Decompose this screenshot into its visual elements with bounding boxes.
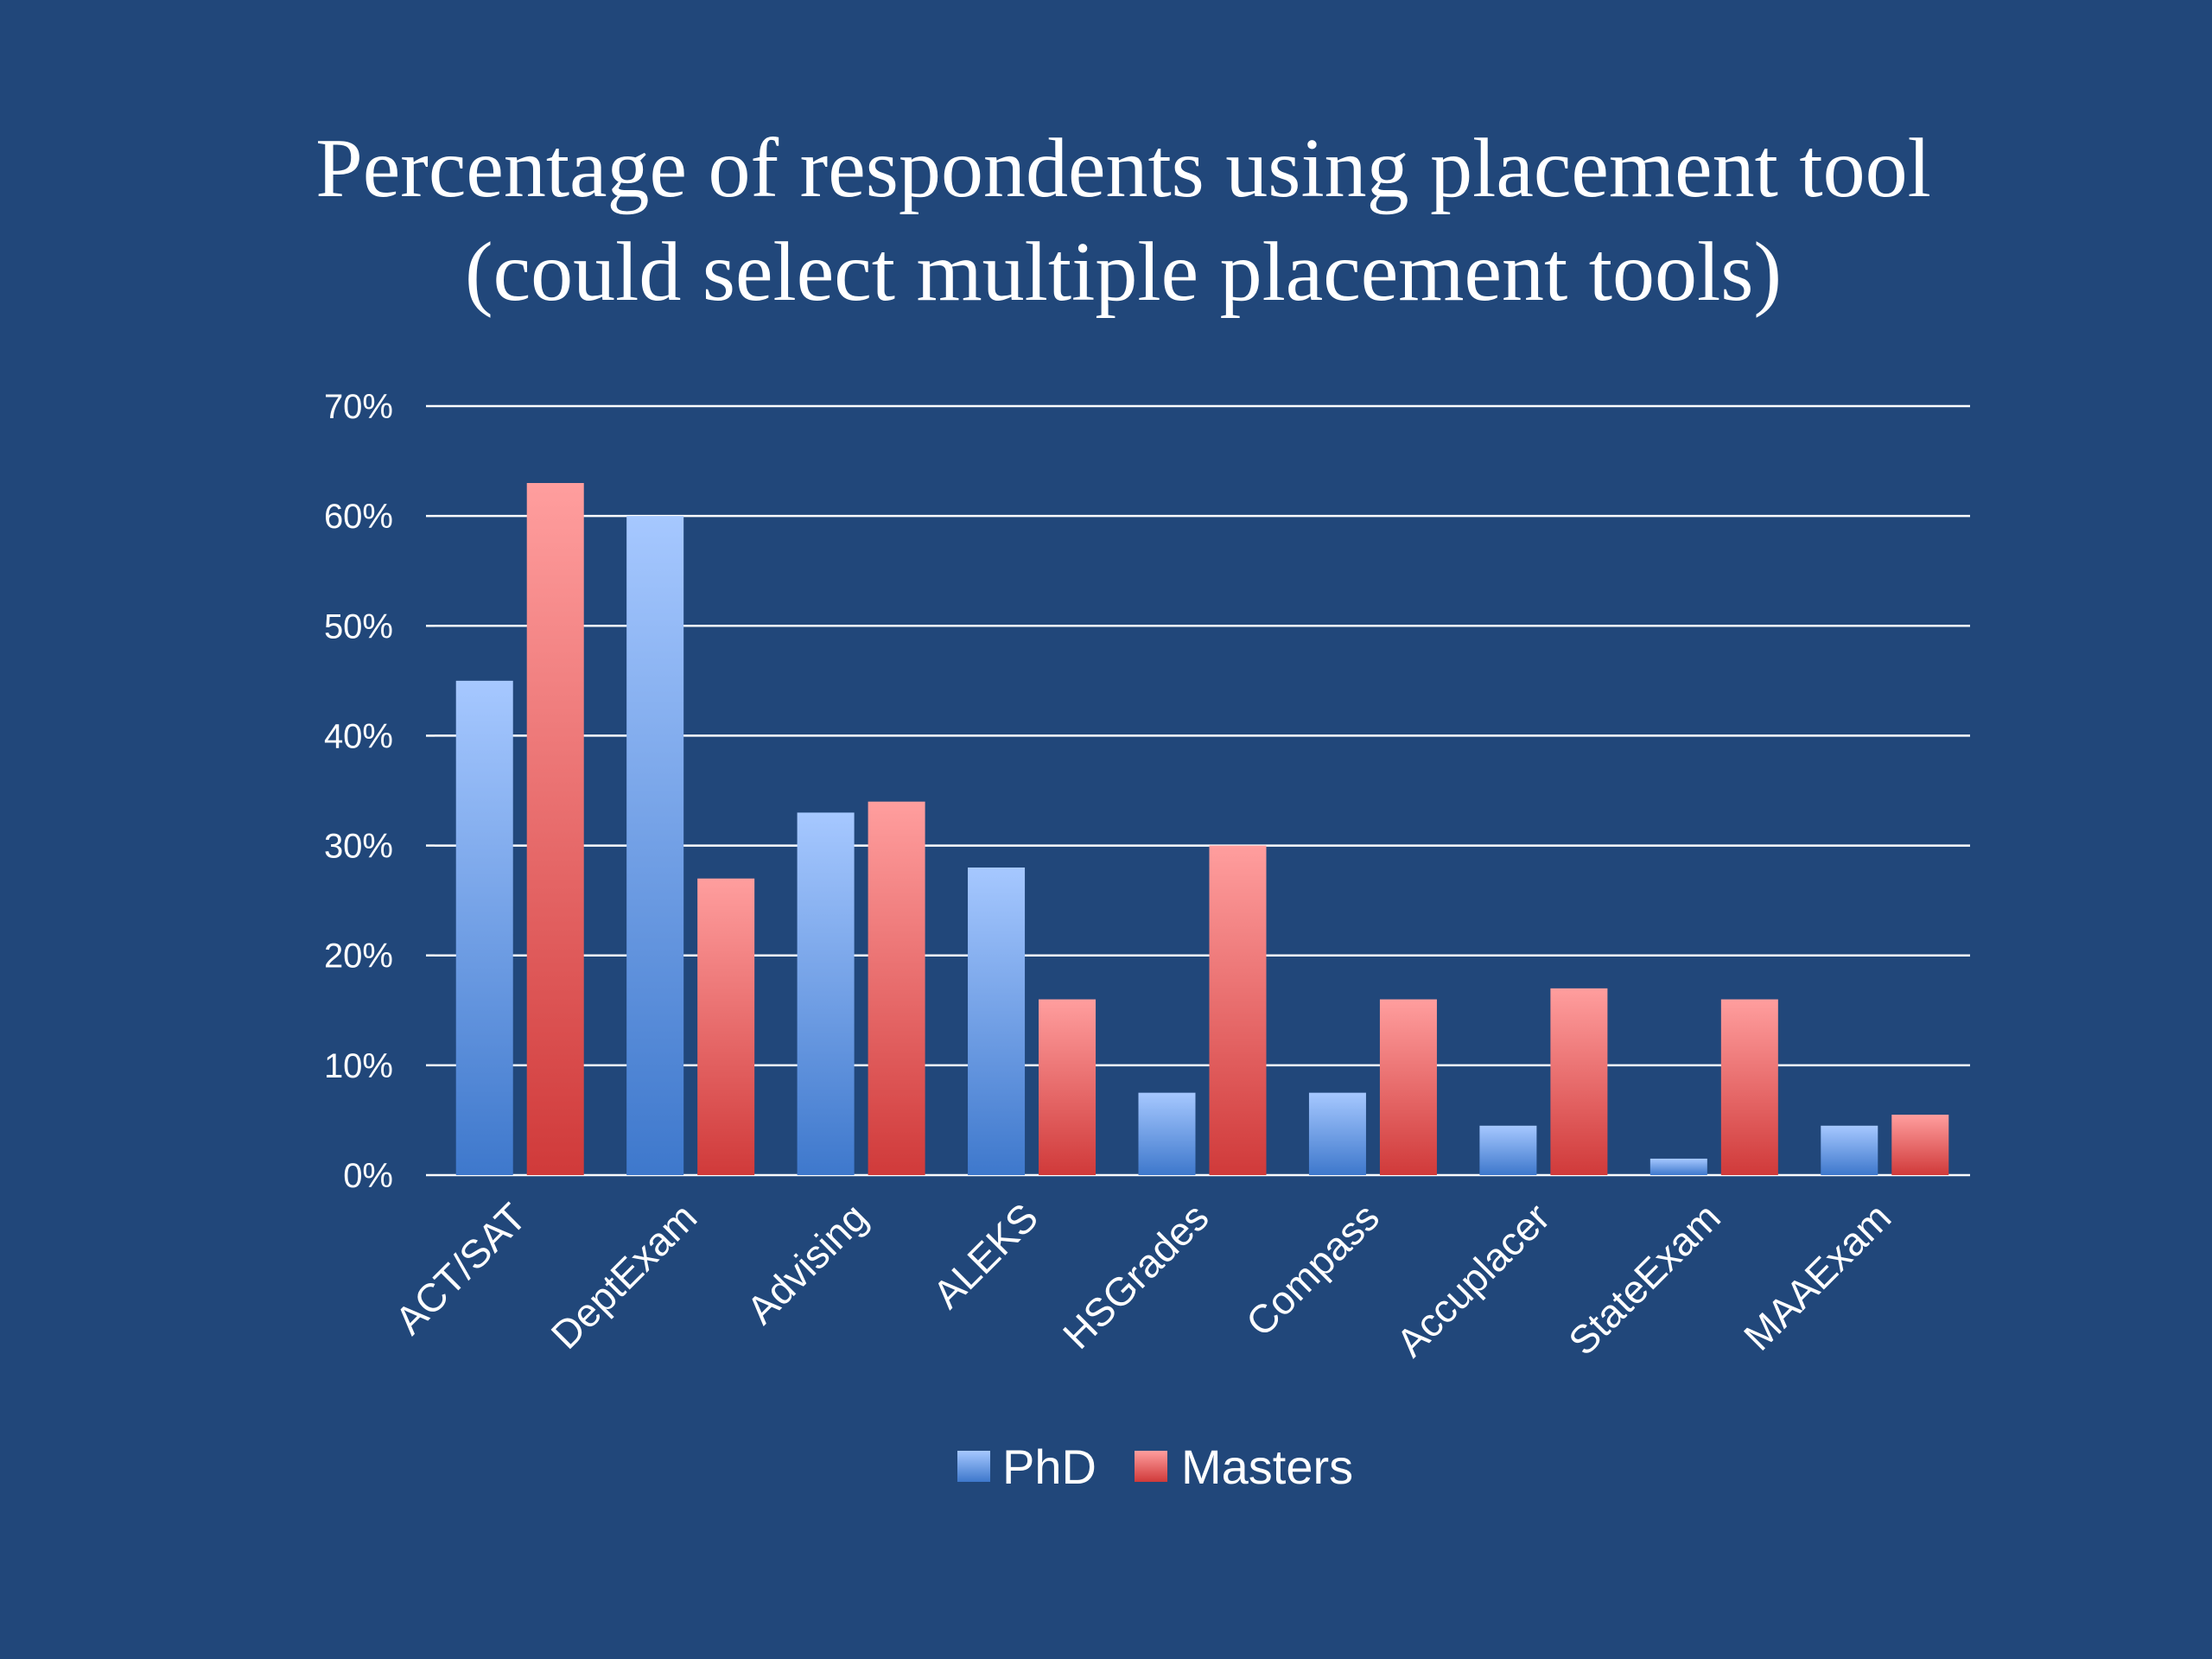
bar-phd-compass bbox=[1308, 1092, 1366, 1175]
bar-phd-advising bbox=[797, 812, 855, 1175]
legend-swatch-masters bbox=[1135, 1451, 1167, 1482]
bar-masters-maaexam bbox=[1891, 1115, 1949, 1175]
y-tick-label: 60% bbox=[324, 498, 393, 536]
bar-phd-accuplacer bbox=[1479, 1125, 1537, 1175]
y-tick-label: 10% bbox=[324, 1047, 393, 1085]
bar-phd-aleks bbox=[968, 868, 1026, 1175]
x-category-label: Advising bbox=[738, 1194, 876, 1332]
x-category-label: Compass bbox=[1237, 1194, 1388, 1344]
bar-masters-aleks bbox=[1039, 999, 1096, 1175]
y-tick-label: 30% bbox=[324, 828, 393, 866]
bar-phd-actsat bbox=[455, 680, 513, 1175]
chart-title: Percentage of respondents using placemen… bbox=[0, 117, 2212, 324]
bar-phd-maaexam bbox=[1821, 1125, 1878, 1175]
gridlines bbox=[426, 404, 1970, 1177]
bars bbox=[455, 483, 1949, 1175]
x-axis-category-labels: ACT/SAT DeptExam Advising ALEKS HSGrades Comp… bbox=[386, 1194, 1899, 1365]
x-category-label: StateExam bbox=[1560, 1194, 1729, 1363]
y-tick-label: 20% bbox=[324, 938, 393, 976]
legend-label-masters: Masters bbox=[1181, 1440, 1353, 1494]
chart-title-line-1: Percentage of respondents using placemen… bbox=[315, 122, 1931, 215]
x-category-label: ALEKS bbox=[924, 1194, 1046, 1317]
bar-masters-compass bbox=[1379, 999, 1437, 1175]
bar-phd-deptexam bbox=[626, 516, 684, 1175]
bar-phd-hsgrades bbox=[1138, 1092, 1196, 1175]
chart-title-line-2: (could select multiple placement tools) bbox=[465, 226, 1782, 319]
x-category-label: DeptExam bbox=[543, 1194, 706, 1357]
y-axis-tick-labels: 0% 10% 20% 30% 40% 50% 60% 70% bbox=[324, 388, 393, 1195]
bar-phd-stateexam bbox=[1649, 1158, 1707, 1175]
y-tick-label: 50% bbox=[324, 607, 393, 645]
bar-masters-advising bbox=[868, 801, 925, 1175]
bar-masters-stateexam bbox=[1720, 999, 1778, 1175]
x-category-label: HSGrades bbox=[1054, 1194, 1217, 1357]
y-tick-label: 40% bbox=[324, 717, 393, 755]
bar-masters-accuplacer bbox=[1550, 988, 1608, 1175]
x-category-label: ACT/SAT bbox=[386, 1194, 535, 1343]
y-tick-label: 70% bbox=[324, 388, 393, 426]
bar-masters-actsat bbox=[526, 483, 584, 1175]
bar-masters-hsgrades bbox=[1209, 845, 1267, 1175]
legend-swatch-phd bbox=[957, 1451, 990, 1482]
legend-label-phd: PhD bbox=[1002, 1440, 1096, 1494]
x-category-label: MAAExam bbox=[1735, 1194, 1899, 1358]
x-category-label: Accuplacer bbox=[1388, 1194, 1559, 1365]
legend: PhD Masters bbox=[957, 1440, 1353, 1494]
bar-masters-deptexam bbox=[697, 878, 755, 1175]
y-tick-label: 0% bbox=[343, 1157, 393, 1195]
